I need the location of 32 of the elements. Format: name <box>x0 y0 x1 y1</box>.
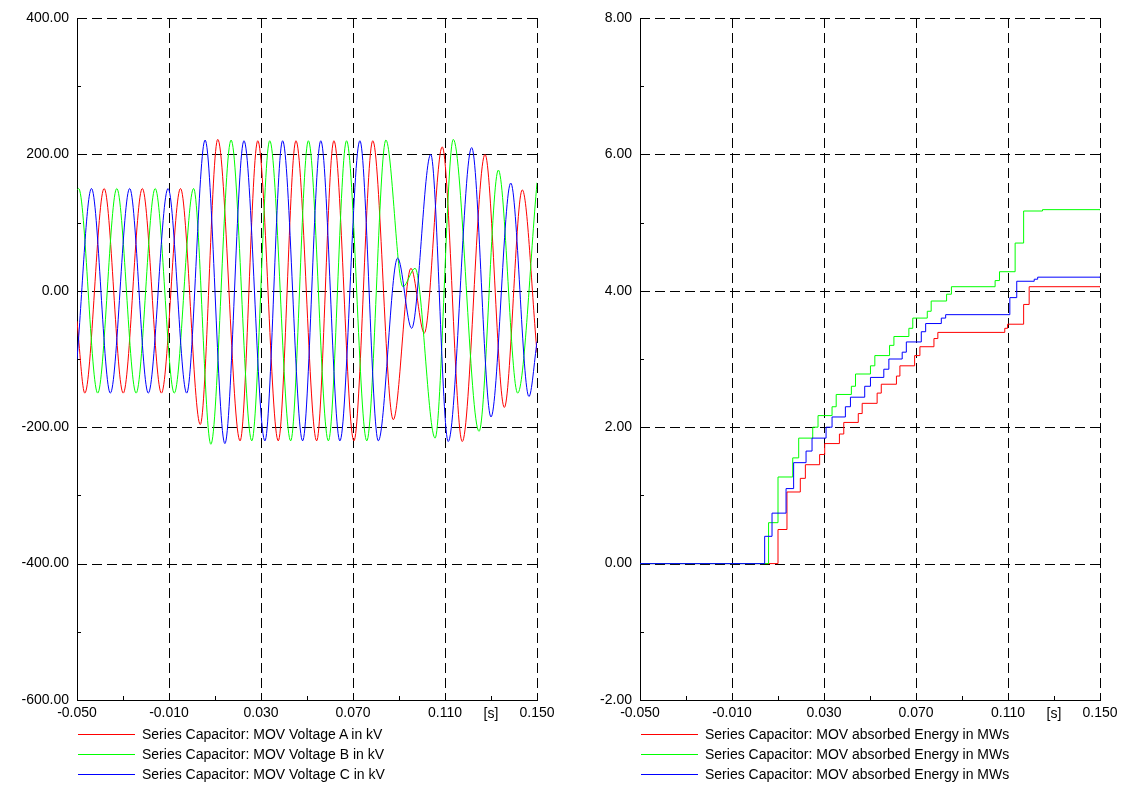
y-tick-label: -2.00 <box>600 690 633 707</box>
x-tick-label: 0.070 <box>335 704 371 721</box>
x-axis-title: [s] <box>483 704 499 721</box>
y-tick-label: 400.00 <box>26 8 70 25</box>
x-tick-label: -0.050 <box>57 704 98 721</box>
x-tick-label: -0.010 <box>149 704 190 721</box>
y-tick-label: 8.00 <box>604 8 633 25</box>
legend-label: Series Capacitor: MOV absorbed Energy in MWs <box>705 746 1010 762</box>
y-tick-label: -600.00 <box>21 690 70 707</box>
legend-label: Series Capacitor: MOV Voltage B in kV <box>142 746 384 762</box>
x-tick-label: 0.030 <box>243 704 279 721</box>
legend-label: Series Capacitor: MOV absorbed Energy in MWs <box>705 766 1010 782</box>
x-tick-label: 0.150 <box>1082 704 1118 721</box>
y-tick-label: 0.00 <box>41 281 70 298</box>
y-tick-label: -400.00 <box>21 554 70 571</box>
legend-label: Series Capacitor: MOV absorbed Energy in MWs <box>705 726 1010 742</box>
x-tick-label: 0.070 <box>898 704 934 721</box>
x-axis-title: [s] <box>1046 704 1062 721</box>
x-tick-label: -0.050 <box>620 704 661 721</box>
legend-label: Series Capacitor: MOV Voltage C in kV <box>142 766 385 782</box>
y-tick-label: 0.00 <box>604 554 633 571</box>
legend-label: Series Capacitor: MOV Voltage A in kV <box>142 726 383 742</box>
y-tick-label: 6.00 <box>604 145 633 162</box>
y-tick-label: 2.00 <box>604 418 633 435</box>
x-tick-label: 0.110 <box>428 704 463 721</box>
y-tick-label: -200.00 <box>21 418 70 435</box>
x-tick-label: 0.110 <box>991 704 1026 721</box>
x-tick-label: -0.010 <box>712 704 753 721</box>
x-tick-label: 0.150 <box>519 704 555 721</box>
y-tick-label: 4.00 <box>604 281 633 298</box>
y-tick-label: 200.00 <box>26 145 70 162</box>
x-tick-label: 0.030 <box>806 704 842 721</box>
